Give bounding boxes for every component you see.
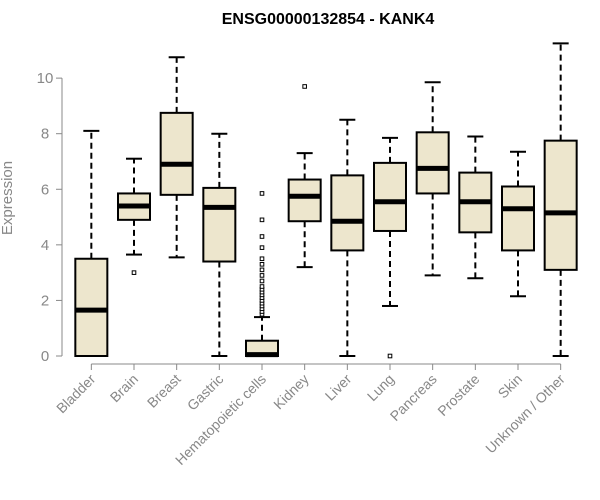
box-group bbox=[287, 84, 322, 269]
outlier-point bbox=[259, 262, 265, 267]
y-tick-label: 4 bbox=[41, 237, 49, 254]
outlier-point bbox=[259, 191, 265, 196]
box-group bbox=[74, 129, 109, 358]
x-tick-label: Unknown / Other bbox=[482, 371, 568, 457]
y-tick-label: 10 bbox=[37, 70, 54, 87]
outlier-point bbox=[259, 278, 265, 284]
iqr-box bbox=[373, 161, 407, 232]
plot-area bbox=[74, 42, 578, 359]
iqr-box bbox=[330, 174, 365, 252]
y-tick-label: 0 bbox=[41, 348, 49, 365]
box-group bbox=[415, 81, 450, 277]
outlier-point bbox=[259, 273, 265, 278]
x-tick-label: Breast bbox=[144, 371, 184, 411]
iqr-box bbox=[287, 178, 322, 223]
outlier-point bbox=[259, 284, 265, 289]
outlier-point bbox=[387, 353, 393, 359]
outlier-point bbox=[259, 267, 265, 273]
outlier-point bbox=[259, 217, 265, 223]
outlier-point bbox=[259, 256, 265, 262]
outlier-point bbox=[131, 270, 137, 275]
box-group bbox=[458, 135, 493, 280]
y-tick-label: 6 bbox=[41, 181, 49, 198]
outlier-point bbox=[302, 84, 307, 89]
y-axis: 0 2 4 6 8 10 bbox=[37, 70, 63, 365]
y-tick-label: 2 bbox=[41, 292, 49, 309]
x-tick-label: Pancreas bbox=[387, 371, 440, 424]
iqr-box bbox=[501, 185, 535, 252]
iqr-box bbox=[74, 257, 109, 358]
chart-title: ENSG00000132854 - KANK4 bbox=[222, 11, 435, 28]
outlier-point bbox=[259, 245, 265, 250]
box-group bbox=[330, 118, 365, 357]
y-axis-label: Expression bbox=[0, 161, 16, 235]
iqr-box bbox=[415, 131, 450, 195]
x-tick-label: Bladder bbox=[53, 371, 99, 417]
box-group bbox=[159, 56, 194, 259]
x-tick-label: Gastric bbox=[184, 371, 227, 414]
box-group bbox=[245, 191, 279, 358]
iqr-box bbox=[159, 111, 194, 196]
box-group bbox=[543, 42, 578, 357]
box-group bbox=[117, 157, 151, 275]
x-tick-label: Brain bbox=[107, 371, 141, 405]
x-tick-label: Skin bbox=[495, 371, 526, 402]
outlier-point bbox=[259, 234, 265, 239]
box-group bbox=[373, 136, 407, 359]
x-tick-label: Kidney bbox=[270, 371, 312, 413]
iqr-box bbox=[543, 139, 578, 271]
x-tick-label: Lung bbox=[364, 371, 397, 404]
x-tick-label: Liver bbox=[322, 371, 355, 404]
x-tick-label: Prostate bbox=[434, 371, 482, 419]
y-tick-label: 8 bbox=[41, 126, 49, 143]
box-group bbox=[501, 150, 535, 298]
box-group bbox=[202, 132, 237, 357]
iqr-box bbox=[202, 186, 237, 263]
